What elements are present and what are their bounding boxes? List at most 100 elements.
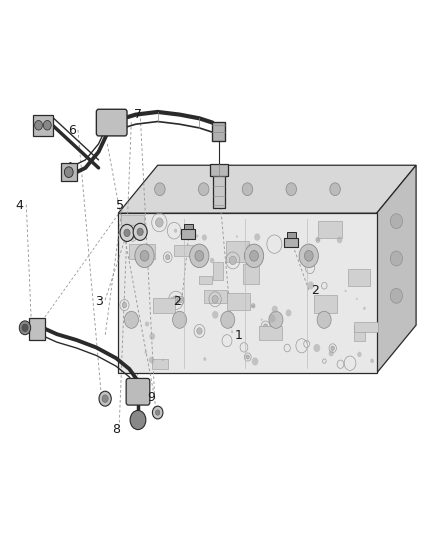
Bar [129,244,155,259]
Circle shape [198,183,209,196]
Circle shape [337,237,343,244]
Circle shape [363,307,366,310]
Circle shape [247,244,250,247]
Circle shape [152,406,163,419]
Circle shape [102,395,108,402]
Polygon shape [377,165,416,373]
Circle shape [307,281,314,289]
Polygon shape [118,213,377,373]
Bar [354,321,378,332]
Circle shape [203,357,206,361]
Text: 9: 9 [147,391,155,403]
Bar [212,122,225,141]
Bar [181,229,195,239]
Circle shape [254,233,260,241]
Circle shape [196,235,198,238]
Bar [259,326,283,340]
Circle shape [322,310,325,312]
Circle shape [304,251,313,261]
Circle shape [145,321,149,327]
Circle shape [120,224,134,241]
Circle shape [43,120,51,130]
Circle shape [331,346,335,350]
Text: 7: 7 [134,108,142,121]
Circle shape [357,352,362,357]
Text: 2: 2 [173,295,181,308]
Text: 2: 2 [311,284,319,297]
Circle shape [328,350,334,357]
Circle shape [390,288,403,303]
Circle shape [356,298,358,300]
Bar [213,262,223,280]
Circle shape [190,244,209,268]
Circle shape [155,183,165,196]
Circle shape [345,290,346,292]
Circle shape [64,167,73,177]
Bar [205,290,227,303]
Bar [173,245,193,256]
Circle shape [244,244,264,268]
Circle shape [145,351,147,354]
Text: 3: 3 [95,295,102,308]
Bar [184,224,193,229]
Circle shape [162,359,164,361]
Circle shape [179,298,183,303]
Circle shape [212,295,218,303]
Circle shape [170,296,173,300]
Circle shape [272,305,278,313]
Circle shape [131,235,134,239]
Bar [318,221,342,238]
Circle shape [317,239,319,241]
Circle shape [133,223,147,240]
Circle shape [173,311,187,328]
Circle shape [155,410,160,415]
Circle shape [286,183,297,196]
Circle shape [35,120,42,130]
Text: 1: 1 [235,329,243,342]
FancyBboxPatch shape [96,109,127,136]
Bar [33,115,53,136]
Circle shape [122,302,127,308]
Circle shape [210,258,214,263]
Circle shape [172,296,180,305]
Text: 4: 4 [16,199,24,212]
Circle shape [250,251,258,261]
Bar [226,241,249,262]
Circle shape [149,357,154,364]
Circle shape [195,251,204,261]
Circle shape [212,311,219,319]
Circle shape [236,235,238,238]
Bar [61,163,77,181]
Bar [314,295,337,313]
Circle shape [370,359,374,363]
Circle shape [99,391,111,406]
Circle shape [140,251,149,261]
Bar [29,318,45,340]
Circle shape [252,358,258,366]
Circle shape [286,309,291,317]
Bar [249,258,258,270]
Circle shape [174,229,177,233]
Circle shape [330,183,340,196]
Circle shape [390,251,403,266]
Circle shape [19,321,31,335]
Circle shape [242,183,253,196]
Circle shape [314,344,320,352]
Bar [226,293,250,310]
Circle shape [197,328,202,334]
Circle shape [130,410,146,430]
Circle shape [252,305,254,307]
Text: 8: 8 [112,423,120,435]
Circle shape [263,324,268,329]
Circle shape [269,311,283,328]
Bar [121,215,144,225]
Bar [152,298,175,313]
Circle shape [299,244,318,268]
Bar [243,264,259,284]
Circle shape [155,218,163,227]
Text: 5: 5 [117,199,124,212]
Bar [152,359,168,369]
Circle shape [166,255,170,260]
Circle shape [137,228,143,236]
Circle shape [149,333,155,340]
